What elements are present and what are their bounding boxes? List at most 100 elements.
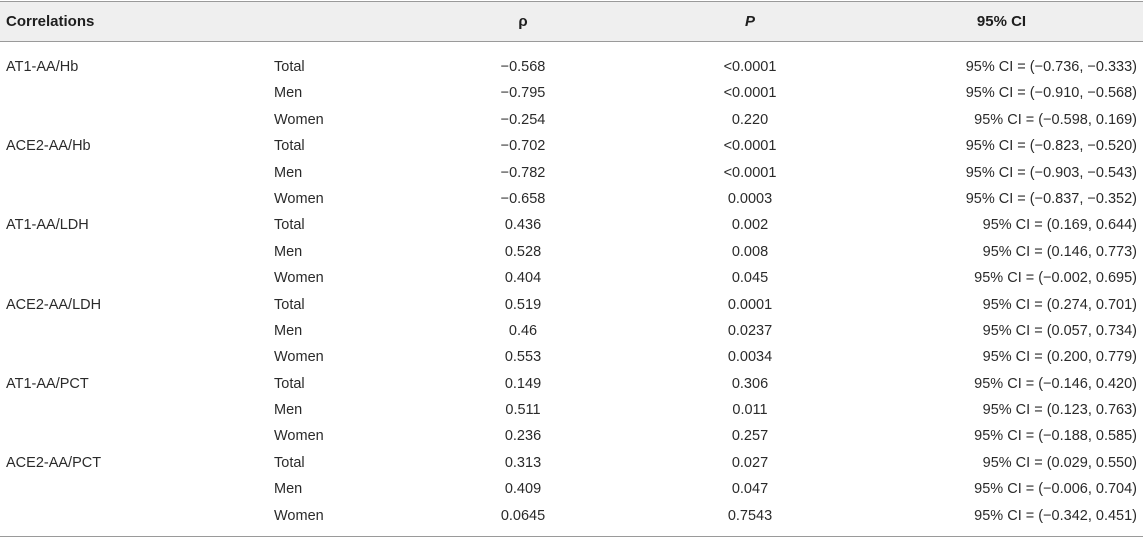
- ci-cell: 95% CI = (0.057, 0.734): [982, 322, 1137, 339]
- correlation-cell: AT1-AA/Hb: [6, 59, 79, 75]
- rho-cell: 0.553: [504, 349, 542, 366]
- ci-cell: 95% CI = (0.274, 0.701): [982, 296, 1137, 313]
- p-value-cell: 0.011: [732, 402, 768, 419]
- rho-cell: 0.519: [504, 296, 542, 313]
- group-cell: Total: [274, 59, 305, 75]
- p-value-cell: 0.306: [731, 375, 769, 392]
- ci-cell: 95% CI = (−0.837, −0.352): [965, 190, 1137, 207]
- table-header-row: Correlations ρ P 95% CI: [0, 2, 1143, 41]
- header-rule: [0, 41, 1143, 42]
- rho-cell: 0.511: [505, 402, 541, 419]
- ci-cell: 95% CI = (−0.823, −0.520): [965, 138, 1137, 155]
- rho-cell: −0.568: [500, 59, 546, 75]
- table-row: Women 0.553 0.0034 95% CI = (0.200, 0.779): [0, 344, 1143, 370]
- table-row: Women 0.236 0.257 95% CI = (−0.188, 0.585): [0, 423, 1143, 449]
- rho-cell: 0.436: [504, 217, 542, 234]
- header-ci: 95% CI: [976, 13, 1027, 30]
- group-cell: Men: [274, 85, 303, 102]
- p-value-cell: 0.7543: [727, 507, 773, 524]
- table-row: ACE2-AA/PCT Total 0.313 0.027 95% CI = (0.02…: [0, 450, 1143, 476]
- p-value-cell: 0.027: [731, 454, 769, 471]
- rho-cell: −0.702: [500, 138, 546, 155]
- table-body: AT1-AA/Hb Total −0.568 <0.0001 95% CI = (−0.…: [0, 54, 1143, 529]
- p-value-cell: 0.008: [731, 243, 769, 260]
- bottom-rule: [0, 536, 1143, 537]
- table-row: AT1-AA/LDH Total 0.436 0.002 95% CI = (0.169…: [0, 212, 1143, 238]
- p-value-cell: <0.0001: [723, 85, 777, 102]
- p-value-cell: <0.0001: [723, 164, 777, 181]
- group-cell: Women: [274, 428, 324, 445]
- group-cell: Men: [274, 243, 303, 260]
- rho-cell: 0.236: [504, 428, 542, 445]
- rho-cell: 0.528: [504, 243, 542, 260]
- group-cell: Women: [274, 270, 324, 287]
- correlation-cell: AT1-AA/LDH: [6, 217, 89, 234]
- table-row: Men −0.782 <0.0001 95% CI = (−0.903, −0.543…: [0, 160, 1143, 186]
- p-value-cell: 0.045: [731, 270, 769, 287]
- ci-cell: 95% CI = (−0.188, 0.585): [974, 428, 1137, 445]
- group-cell: Total: [274, 217, 305, 234]
- group-cell: Total: [274, 296, 305, 313]
- p-value-cell: 0.047: [731, 481, 769, 498]
- group-cell: Total: [274, 138, 305, 155]
- group-cell: Total: [274, 375, 305, 392]
- group-cell: Men: [274, 402, 303, 419]
- correlation-cell: AT1-AA/PCT: [6, 375, 89, 392]
- ci-cell: 95% CI = (0.200, 0.779): [982, 349, 1137, 366]
- rho-cell: 0.409: [504, 481, 542, 498]
- rho-cell: 0.46: [508, 322, 538, 339]
- p-value-cell: 0.0001: [727, 296, 773, 313]
- ci-cell: 95% CI = (−0.910, −0.568): [965, 85, 1137, 102]
- header-p: P: [744, 13, 755, 30]
- group-cell: Women: [274, 190, 324, 207]
- ci-cell: 95% CI = (−0.146, 0.420): [974, 375, 1137, 392]
- p-value-cell: <0.0001: [723, 138, 777, 155]
- ci-cell: 95% CI = (−0.006, 0.704): [974, 481, 1137, 498]
- table-row: Men 0.409 0.047 95% CI = (−0.006, 0.704): [0, 476, 1143, 502]
- group-cell: Women: [274, 507, 324, 524]
- ci-cell: 95% CI = (−0.598, 0.169): [974, 111, 1137, 128]
- p-value-cell: 0.0034: [727, 349, 773, 366]
- correlation-cell: ACE2-AA/PCT: [6, 454, 102, 471]
- group-cell: Men: [274, 164, 303, 181]
- table-row: Women −0.254 0.220 95% CI = (−0.598, 0.169): [0, 107, 1143, 133]
- ci-cell: 95% CI = (−0.002, 0.695): [974, 270, 1137, 287]
- rho-cell: −0.658: [500, 190, 546, 207]
- ci-cell: 95% CI = (0.123, 0.763): [982, 402, 1137, 419]
- table-row: ACE2-AA/Hb Total −0.702 <0.0001 95% CI = (−0…: [0, 133, 1143, 159]
- group-cell: Men: [274, 481, 303, 498]
- table-row: Men 0.46 0.0237 95% CI = (0.057, 0.734): [0, 318, 1143, 344]
- ci-cell: 95% CI = (0.169, 0.644): [982, 217, 1137, 234]
- ci-cell: 95% CI = (−0.342, 0.451): [974, 507, 1137, 524]
- p-value-cell: 0.0237: [727, 322, 773, 339]
- rho-cell: −0.782: [500, 164, 546, 181]
- group-cell: Women: [274, 111, 324, 128]
- rho-cell: −0.795: [500, 85, 546, 102]
- ci-cell: 95% CI = (−0.736, −0.333): [965, 59, 1137, 75]
- rho-cell: 0.0645: [500, 507, 546, 524]
- p-value-cell: 0.002: [731, 217, 769, 234]
- table-row: Women 0.0645 0.7543 95% CI = (−0.342, 0.451…: [0, 503, 1143, 529]
- table-row: Men −0.795 <0.0001 95% CI = (−0.910, −0.568…: [0, 80, 1143, 106]
- correlation-cell: ACE2-AA/LDH: [6, 296, 102, 313]
- header-rho: ρ: [518, 13, 528, 30]
- p-value-cell: 0.257: [731, 428, 769, 445]
- table-row: AT1-AA/Hb Total −0.568 <0.0001 95% CI = (−0.…: [0, 54, 1143, 80]
- table-row: Men 0.511 0.011 95% CI = (0.123, 0.763): [0, 397, 1143, 423]
- group-cell: Women: [274, 349, 324, 366]
- group-cell: Men: [274, 322, 303, 339]
- table-row: Women 0.404 0.045 95% CI = (−0.002, 0.695): [0, 265, 1143, 291]
- p-value-cell: 0.220: [731, 111, 769, 128]
- table-row: Women −0.658 0.0003 95% CI = (−0.837, −0.35…: [0, 186, 1143, 212]
- header-correlations: Correlations: [6, 13, 95, 30]
- p-value-cell: <0.0001: [723, 59, 777, 75]
- ci-cell: 95% CI = (−0.903, −0.543): [965, 164, 1137, 181]
- rho-cell: 0.404: [504, 270, 542, 287]
- top-rule: [0, 1, 1143, 2]
- rho-cell: 0.313: [504, 454, 542, 471]
- table-row: AT1-AA/PCT Total 0.149 0.306 95% CI = (−0.14…: [0, 371, 1143, 397]
- table-row: ACE2-AA/LDH Total 0.519 0.0001 95% CI = (0.2…: [0, 292, 1143, 318]
- ci-cell: 95% CI = (0.029, 0.550): [982, 454, 1137, 471]
- rho-cell: 0.149: [504, 375, 542, 392]
